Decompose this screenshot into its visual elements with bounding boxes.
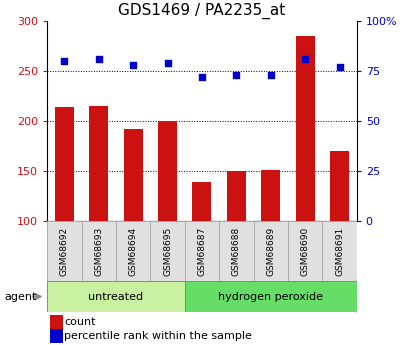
Point	[301, 56, 308, 61]
Bar	[50, 329, 63, 343]
Text: GSM68690: GSM68690	[300, 226, 309, 276]
Bar	[150, 221, 184, 281]
Point	[164, 60, 171, 66]
Text: count: count	[64, 317, 95, 327]
Bar	[321, 221, 356, 281]
Point	[267, 72, 273, 78]
Bar	[192, 182, 211, 221]
Text: GSM68693: GSM68693	[94, 226, 103, 276]
Point	[232, 72, 239, 78]
Bar	[184, 221, 218, 281]
Bar	[287, 221, 321, 281]
Bar	[124, 129, 142, 221]
Text: GSM68687: GSM68687	[197, 226, 206, 276]
Bar	[226, 171, 245, 221]
Bar	[218, 221, 253, 281]
Text: hydrogen peroxide: hydrogen peroxide	[218, 292, 322, 302]
Bar	[89, 106, 108, 221]
Text: GSM68692: GSM68692	[60, 226, 69, 276]
Bar	[253, 221, 287, 281]
Text: GSM68691: GSM68691	[334, 226, 343, 276]
Point	[61, 58, 67, 63]
Bar	[47, 221, 81, 281]
Text: GSM68689: GSM68689	[265, 226, 274, 276]
Bar	[116, 221, 150, 281]
Point	[198, 74, 204, 79]
Bar	[55, 107, 74, 221]
Bar	[184, 281, 356, 312]
Bar	[50, 315, 63, 328]
Bar	[329, 151, 348, 221]
Point	[130, 62, 136, 68]
Text: untreated: untreated	[88, 292, 143, 302]
Text: GSM68694: GSM68694	[128, 226, 137, 276]
Point	[335, 64, 342, 69]
Point	[95, 56, 102, 61]
Text: GSM68695: GSM68695	[163, 226, 172, 276]
Text: percentile rank within the sample: percentile rank within the sample	[64, 331, 252, 341]
Bar	[295, 36, 314, 221]
Text: agent: agent	[4, 292, 36, 302]
Bar	[261, 170, 279, 221]
Bar	[47, 281, 184, 312]
Bar	[158, 121, 177, 221]
Title: GDS1469 / PA2235_at: GDS1469 / PA2235_at	[118, 3, 285, 19]
Bar	[81, 221, 116, 281]
Text: GSM68688: GSM68688	[231, 226, 240, 276]
